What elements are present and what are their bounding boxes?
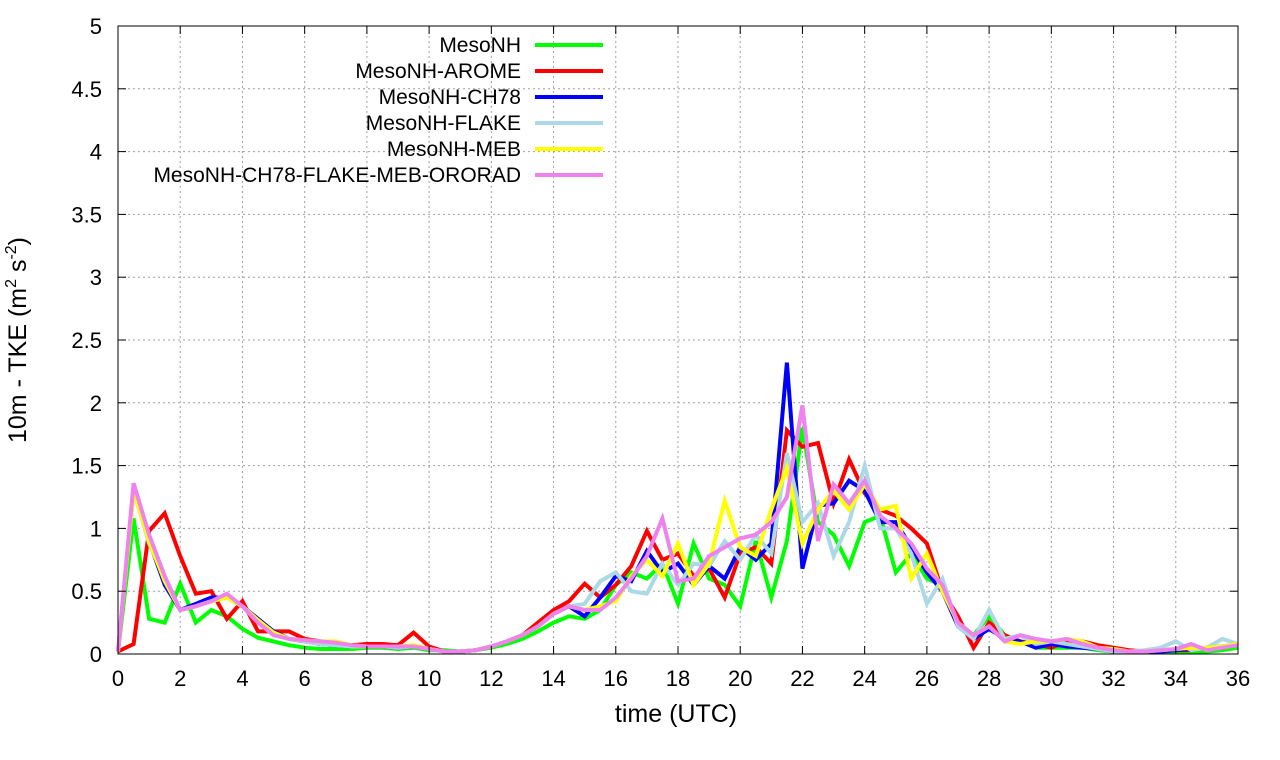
- x-tick-labels: 0 2 4 6 8 10 12 14 16 18 20 22 24 26 28 30 32 34 36: [112, 666, 1250, 691]
- x-tick-label: 12: [479, 666, 503, 691]
- x-tick-label: 8: [361, 666, 373, 691]
- y-tick-label: 2: [90, 391, 102, 416]
- y-tick-label: 0: [90, 642, 102, 667]
- x-tick-label: 20: [728, 666, 752, 691]
- legend-label: MesoNH-FLAKE: [366, 112, 521, 135]
- x-tick-label: 6: [299, 666, 311, 691]
- legend-label: MesoNH-CH78-FLAKE-MEB-ORORAD: [153, 164, 521, 187]
- x-tick-label: 28: [977, 666, 1001, 691]
- x-tick-label: 36: [1226, 666, 1250, 691]
- y-tick-label: 3: [90, 265, 102, 290]
- x-tick-label: 18: [666, 666, 690, 691]
- axis-ticks: [117, 25, 1239, 655]
- x-tick-label: 26: [915, 666, 939, 691]
- y-tick-label: 2.5: [71, 328, 102, 353]
- series-line-mesonh-ch78-flake-meb-ororad: [116, 404, 1239, 654]
- legend-label: MesoNH: [439, 34, 521, 57]
- x-tick-label: 30: [1039, 666, 1063, 691]
- y-tick-label: 1: [90, 516, 102, 541]
- y-tick-label: 5: [90, 14, 102, 39]
- x-tick-label: 2: [174, 666, 186, 691]
- y-tick-labels: 0 0.5 1 1.5 2 2.5 3 3.5 4 4.5 5: [71, 14, 102, 667]
- legend-label: MesoNH-AROME: [355, 60, 521, 83]
- x-tick-label: 0: [112, 666, 124, 691]
- y-tick-label: 4: [90, 140, 102, 165]
- legend-label: MesoNH-CH78: [379, 86, 521, 109]
- y-tick-label: 3.5: [71, 202, 102, 227]
- x-tick-label: 10: [417, 666, 441, 691]
- y-tick-label: 4.5: [71, 77, 102, 102]
- x-tick-label: 32: [1101, 666, 1125, 691]
- y-tick-label: 0.5: [71, 579, 102, 604]
- y-tick-label: 1.5: [71, 454, 102, 479]
- x-tick-label: 22: [790, 666, 814, 691]
- x-tick-label: 16: [604, 666, 628, 691]
- x-tick-label: 24: [852, 666, 876, 691]
- y-axis-title: 10m - TKE (m2 s-2): [3, 237, 32, 443]
- gridlines: [118, 26, 1238, 654]
- x-axis-title: time (UTC): [615, 700, 737, 728]
- x-tick-label: 34: [1164, 666, 1188, 691]
- series-line-mesonh-meb: [116, 460, 1239, 654]
- legend: MesoNH MesoNH-AROME MesoNH-CH78 MesoNH-FLAK…: [153, 34, 603, 187]
- x-tick-label: 14: [541, 666, 565, 691]
- x-tick-label: 4: [236, 666, 248, 691]
- legend-label: MesoNH-MEB: [387, 138, 521, 161]
